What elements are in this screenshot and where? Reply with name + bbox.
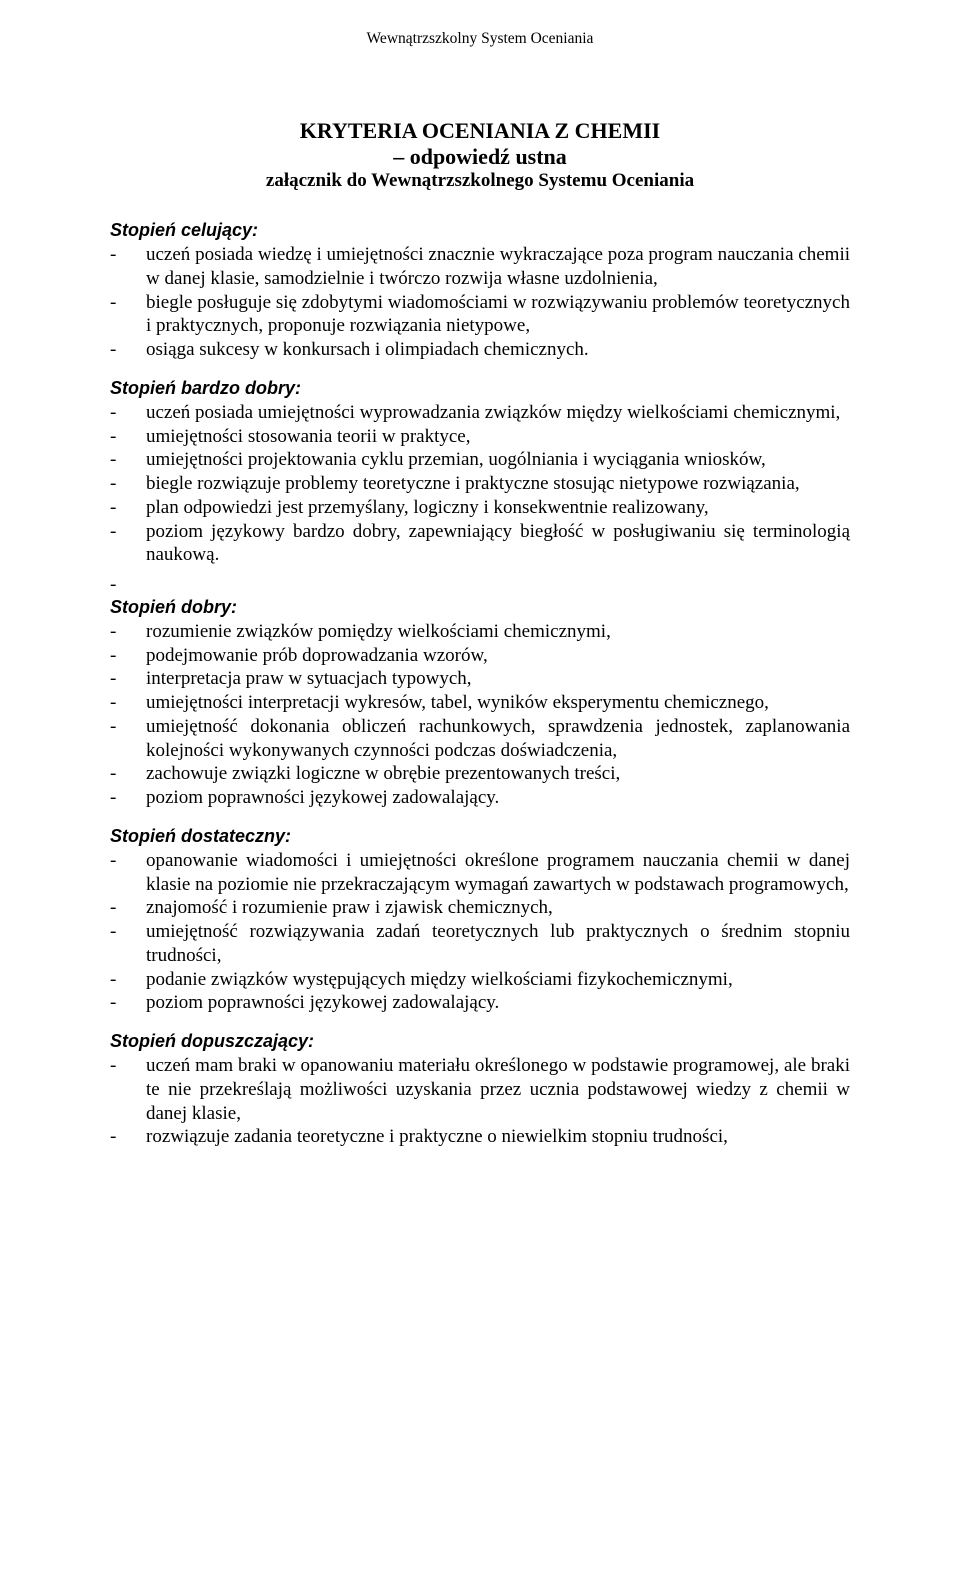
list-item: podanie związków występujących między wi… <box>110 968 850 992</box>
title-subline-2: załącznik do Wewnątrzszkolnego Systemu O… <box>110 170 850 192</box>
list-item: osiąga sukcesy w konkursach i olimpiadac… <box>110 338 850 362</box>
list-item: umiejętności projektowania cyklu przemia… <box>110 448 850 472</box>
section-title-dopuszczajacy: Stopień dopuszczający: <box>110 1031 850 1052</box>
list-item: biegle rozwiązuje problemy teoretyczne i… <box>110 472 850 496</box>
list-item: uczeń posiada wiedzę i umiejętności znac… <box>110 243 850 291</box>
list-item: interpretacja praw w sytuacjach typowych… <box>110 667 850 691</box>
title-block: KRYTERIA OCENIANIA Z CHEMII – odpowiedź … <box>110 118 850 192</box>
page-header: Wewnątrzszkolny System Oceniania <box>110 30 850 48</box>
list-item: biegle posługuje się zdobytymi wiadomośc… <box>110 291 850 339</box>
list-item: umiejętność dokonania obliczeń rachunkow… <box>110 715 850 763</box>
list-item: zachowuje związki logiczne w obrębie pre… <box>110 762 850 786</box>
section-title-celujacy: Stopień celujący: <box>110 220 850 241</box>
list-item: rozumienie związków pomiędzy wielkościam… <box>110 620 850 644</box>
list-item: poziom poprawności językowej zadowalając… <box>110 786 850 810</box>
list-dostateczny: opanowanie wiadomości i umiejętności okr… <box>110 849 850 1015</box>
list-item: uczeń posiada umiejętności wyprowadzania… <box>110 401 850 425</box>
title-subline-1: – odpowiedź ustna <box>110 144 850 170</box>
list-item: umiejętności stosowania teorii w praktyc… <box>110 425 850 449</box>
list-item: poziom poprawności językowej zadowalając… <box>110 991 850 1015</box>
document-page: Wewnątrzszkolny System Oceniania KRYTERI… <box>0 0 960 1590</box>
list-item: plan odpowiedzi jest przemyślany, logicz… <box>110 496 850 520</box>
list-item: poziom językowy bardzo dobry, zapewniają… <box>110 520 850 568</box>
section-title-dostateczny: Stopień dostateczny: <box>110 826 850 847</box>
list-item: znajomość i rozumienie praw i zjawisk ch… <box>110 896 850 920</box>
list-item: uczeń mam braki w opanowaniu materiału o… <box>110 1054 850 1125</box>
list-item: umiejętności interpretacji wykresów, tab… <box>110 691 850 715</box>
section-title-dobry: Stopień dobry: <box>110 597 850 618</box>
list-item: opanowanie wiadomości i umiejętności okr… <box>110 849 850 897</box>
list-item: rozwiązuje zadania teoretyczne i praktyc… <box>110 1125 850 1149</box>
lone-dash: - <box>110 573 850 597</box>
list-celujacy: uczeń posiada wiedzę i umiejętności znac… <box>110 243 850 362</box>
list-dopuszczajacy: uczeń mam braki w opanowaniu materiału o… <box>110 1054 850 1149</box>
list-dobry: rozumienie związków pomiędzy wielkościam… <box>110 620 850 810</box>
list-bardzo-dobry: uczeń posiada umiejętności wyprowadzania… <box>110 401 850 567</box>
list-item: podejmowanie prób doprowadzania wzorów, <box>110 644 850 668</box>
title-main: KRYTERIA OCENIANIA Z CHEMII <box>110 118 850 144</box>
section-title-bardzo-dobry: Stopień bardzo dobry: <box>110 378 850 399</box>
list-item: umiejętność rozwiązywania zadań teoretyc… <box>110 920 850 968</box>
